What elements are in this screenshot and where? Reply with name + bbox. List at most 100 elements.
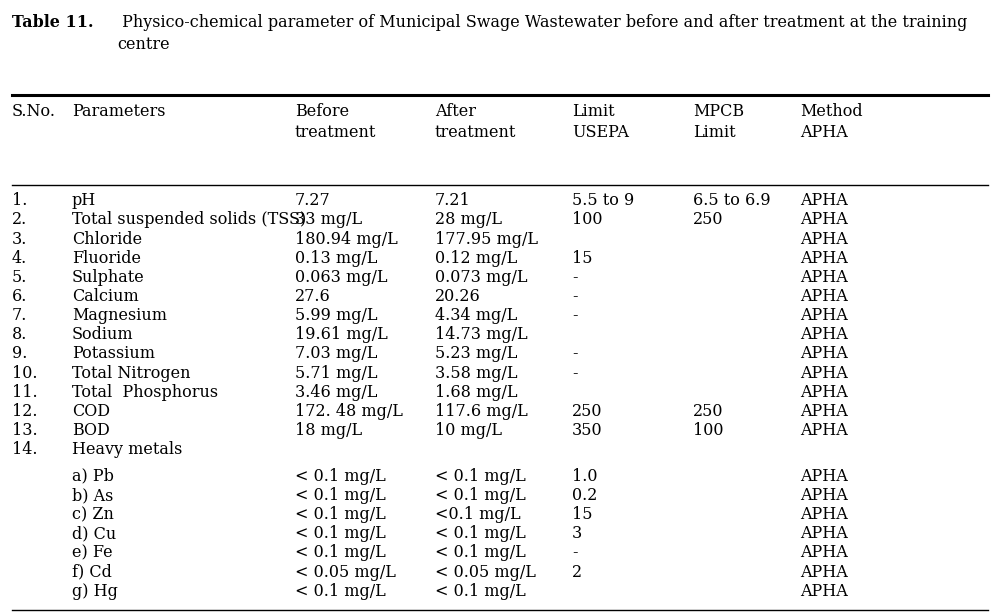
Text: Total Nitrogen: Total Nitrogen (72, 365, 190, 382)
Text: APHA: APHA (800, 269, 848, 286)
Text: 18 mg/L: 18 mg/L (295, 422, 362, 439)
Text: Before
treatment: Before treatment (295, 103, 376, 142)
Text: APHA: APHA (800, 403, 848, 420)
Text: 2.: 2. (12, 211, 27, 229)
Text: APHA: APHA (800, 506, 848, 523)
Text: APHA: APHA (800, 545, 848, 561)
Text: 3.46 mg/L: 3.46 mg/L (295, 384, 377, 401)
Text: 11.: 11. (12, 384, 38, 401)
Text: 5.: 5. (12, 269, 27, 286)
Text: Limit
USEPA: Limit USEPA (572, 103, 629, 142)
Text: c) Zn: c) Zn (72, 506, 114, 523)
Text: Sulphate: Sulphate (72, 269, 145, 286)
Text: APHA: APHA (800, 468, 848, 485)
Text: 3.: 3. (12, 230, 27, 248)
Text: Table 11.: Table 11. (12, 14, 94, 31)
Text: 28 mg/L: 28 mg/L (435, 211, 502, 229)
Text: d) Cu: d) Cu (72, 525, 116, 542)
Text: Total suspended solids (TSS): Total suspended solids (TSS) (72, 211, 306, 229)
Text: 1.: 1. (12, 192, 27, 209)
Text: 3: 3 (572, 525, 582, 542)
Text: < 0.1 mg/L: < 0.1 mg/L (435, 583, 526, 600)
Text: < 0.1 mg/L: < 0.1 mg/L (435, 525, 526, 542)
Text: -: - (572, 346, 578, 362)
Text: 10.: 10. (12, 365, 38, 382)
Text: APHA: APHA (800, 583, 848, 600)
Text: 1.68 mg/L: 1.68 mg/L (435, 384, 518, 401)
Text: 10 mg/L: 10 mg/L (435, 422, 502, 439)
Text: Method
APHA: Method APHA (800, 103, 863, 142)
Text: 350: 350 (572, 422, 603, 439)
Text: Magnesium: Magnesium (72, 307, 167, 324)
Text: 27.6: 27.6 (295, 288, 331, 305)
Text: 2: 2 (572, 564, 582, 581)
Text: 0.063 mg/L: 0.063 mg/L (295, 269, 388, 286)
Text: < 0.1 mg/L: < 0.1 mg/L (295, 506, 386, 523)
Text: APHA: APHA (800, 307, 848, 324)
Text: Fluoride: Fluoride (72, 249, 141, 267)
Text: < 0.1 mg/L: < 0.1 mg/L (295, 583, 386, 600)
Text: 6.: 6. (12, 288, 27, 305)
Text: < 0.1 mg/L: < 0.1 mg/L (295, 545, 386, 561)
Text: APHA: APHA (800, 230, 848, 248)
Text: 3.58 mg/L: 3.58 mg/L (435, 365, 518, 382)
Text: 6.5 to 6.9: 6.5 to 6.9 (693, 192, 771, 209)
Text: 0.2: 0.2 (572, 487, 597, 504)
Text: 14.73 mg/L: 14.73 mg/L (435, 326, 528, 343)
Text: APHA: APHA (800, 422, 848, 439)
Text: < 0.1 mg/L: < 0.1 mg/L (295, 468, 386, 485)
Text: 13.: 13. (12, 422, 38, 439)
Text: Heavy metals: Heavy metals (72, 441, 182, 458)
Text: Physico-chemical parameter of Municipal Swage Wastewater before and after treatm: Physico-chemical parameter of Municipal … (117, 14, 968, 53)
Text: 7.: 7. (12, 307, 27, 324)
Text: Total  Phosphorus: Total Phosphorus (72, 384, 218, 401)
Text: 100: 100 (572, 211, 602, 229)
Text: COD: COD (72, 403, 110, 420)
Text: 5.5 to 9: 5.5 to 9 (572, 192, 634, 209)
Text: APHA: APHA (800, 249, 848, 267)
Text: 250: 250 (693, 403, 724, 420)
Text: 117.6 mg/L: 117.6 mg/L (435, 403, 528, 420)
Text: APHA: APHA (800, 326, 848, 343)
Text: < 0.1 mg/L: < 0.1 mg/L (435, 545, 526, 561)
Text: < 0.1 mg/L: < 0.1 mg/L (295, 487, 386, 504)
Text: APHA: APHA (800, 365, 848, 382)
Text: < 0.1 mg/L: < 0.1 mg/L (435, 468, 526, 485)
Text: BOD: BOD (72, 422, 110, 439)
Text: 15: 15 (572, 506, 592, 523)
Text: APHA: APHA (800, 384, 848, 401)
Text: -: - (572, 269, 578, 286)
Text: -: - (572, 545, 578, 561)
Text: < 0.05 mg/L: < 0.05 mg/L (295, 564, 396, 581)
Text: Chloride: Chloride (72, 230, 142, 248)
Text: 172. 48 mg/L: 172. 48 mg/L (295, 403, 403, 420)
Text: pH: pH (72, 192, 96, 209)
Text: f) Cd: f) Cd (72, 564, 112, 581)
Text: 4.: 4. (12, 249, 27, 267)
Text: -: - (572, 307, 578, 324)
Text: b) As: b) As (72, 487, 113, 504)
Text: 0.12 mg/L: 0.12 mg/L (435, 249, 517, 267)
Text: < 0.05 mg/L: < 0.05 mg/L (435, 564, 536, 581)
Text: 12.: 12. (12, 403, 38, 420)
Text: 100: 100 (693, 422, 724, 439)
Text: 250: 250 (693, 211, 724, 229)
Text: 8.: 8. (12, 326, 27, 343)
Text: 9.: 9. (12, 346, 27, 362)
Text: Parameters: Parameters (72, 103, 166, 120)
Text: S.No.: S.No. (12, 103, 56, 120)
Text: Calcium: Calcium (72, 288, 139, 305)
Text: 0.13 mg/L: 0.13 mg/L (295, 249, 377, 267)
Text: 180.94 mg/L: 180.94 mg/L (295, 230, 398, 248)
Text: APHA: APHA (800, 211, 848, 229)
Text: 7.21: 7.21 (435, 192, 471, 209)
Text: 5.99 mg/L: 5.99 mg/L (295, 307, 378, 324)
Text: 5.23 mg/L: 5.23 mg/L (435, 346, 517, 362)
Text: APHA: APHA (800, 525, 848, 542)
Text: 250: 250 (572, 403, 602, 420)
Text: 0.073 mg/L: 0.073 mg/L (435, 269, 528, 286)
Text: 14.: 14. (12, 441, 38, 458)
Text: 5.71 mg/L: 5.71 mg/L (295, 365, 378, 382)
Text: 4.34 mg/L: 4.34 mg/L (435, 307, 517, 324)
Text: -: - (572, 288, 578, 305)
